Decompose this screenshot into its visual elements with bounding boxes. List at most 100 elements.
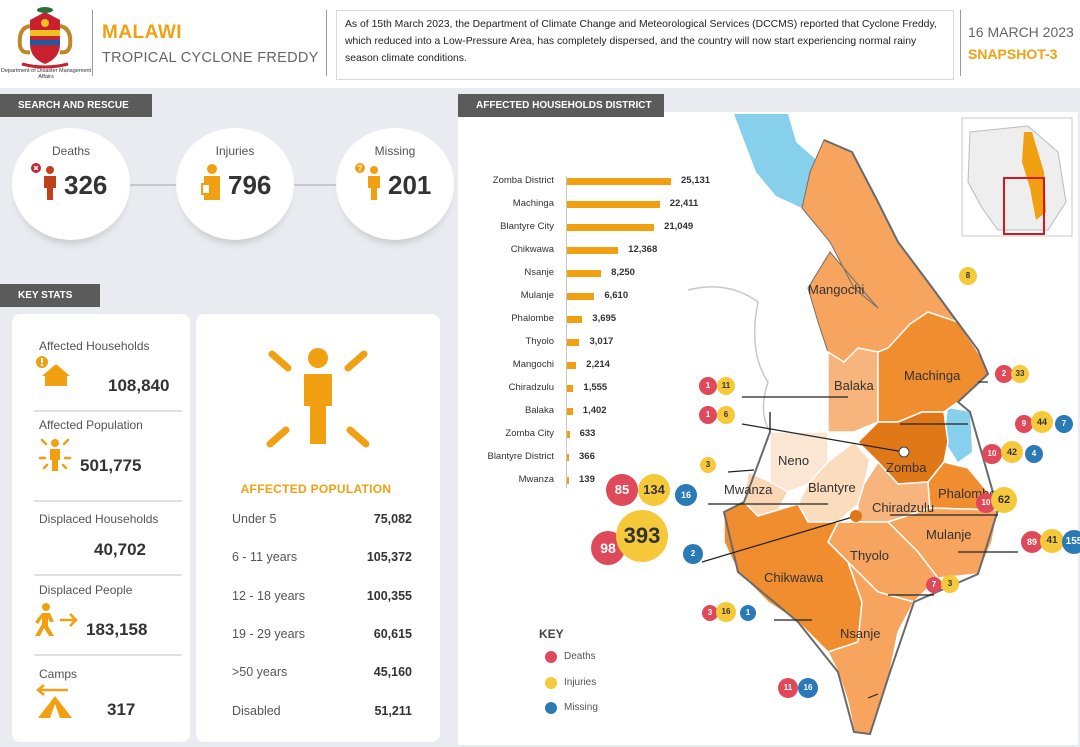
deaths-label: Deaths <box>51 144 91 158</box>
deaths-badge: 2 <box>995 365 1013 383</box>
bar-category-label: Mangochi <box>452 359 554 373</box>
missing-label: Missing <box>374 144 416 158</box>
search-rescue-tag: SEARCH AND RESCUE <box>0 94 152 117</box>
bar-value-label: 3,017 <box>589 336 614 347</box>
page-subtitle: TROPICAL CYCLONE FREDDY <box>102 50 319 66</box>
age-value: 51,211 <box>374 704 412 718</box>
deaths-badge: 1 <box>699 377 717 395</box>
injuries-label: Injuries <box>215 144 255 158</box>
bar <box>567 270 602 277</box>
bar <box>567 224 655 231</box>
deaths-circle: Deaths 326 <box>12 128 130 240</box>
bar-value-label: 1,402 <box>582 405 607 416</box>
injuries-count: 796 <box>228 170 272 200</box>
missing-badge: 16 <box>675 484 697 506</box>
bar-category-label: Mulanje <box>452 290 554 304</box>
blantyre-city-marker <box>850 510 862 522</box>
deaths-badge: 3 <box>702 605 718 621</box>
affected-households-district-tag: AFFECTED HOUSEHOLDS DISTRICT <box>458 94 664 117</box>
injuries-badge: 42 <box>1001 441 1023 463</box>
injuries-badge: 11 <box>717 377 735 395</box>
missing-circle: Missing ? 201 <box>336 128 454 240</box>
inset-highlight <box>1003 177 1045 235</box>
key-deaths-label: Deaths <box>564 651 596 662</box>
header-divider <box>92 10 93 76</box>
injuries-badge: 44 <box>1031 411 1053 433</box>
missing-dot-icon <box>545 702 557 714</box>
bar-category-label: Phalombe <box>452 313 554 327</box>
deaths-badge: 9 <box>1015 415 1033 433</box>
bar-value-label: 12,368 <box>628 244 658 255</box>
deaths-badge: 10 <box>982 444 1002 464</box>
svg-text:?: ? <box>358 164 363 173</box>
bar-value-label: 22,411 <box>669 198 699 209</box>
malawi-map <box>687 114 1073 736</box>
district-label-chikwawa: Chikwawa <box>764 570 824 585</box>
missing-badge: 4 <box>1025 445 1043 463</box>
age-row: >50 years 45,160 <box>232 665 412 685</box>
divider <box>34 574 182 576</box>
category-text: Blantyre City <box>500 221 554 232</box>
age-value: 45,160 <box>373 665 412 679</box>
injuries-badge: 62 <box>991 487 1017 513</box>
age-row: Disabled 51,211 <box>232 704 412 724</box>
deaths-count: 326 <box>64 170 108 200</box>
missing-badge: 2 <box>683 544 703 564</box>
bar-value-label: 3,695 <box>592 313 617 324</box>
affected-households-label: Affected Households <box>39 339 150 353</box>
injuries-badge: 6 <box>717 406 735 424</box>
injured-person-icon <box>201 164 220 200</box>
district-label-blantyre: Blantyre <box>808 480 856 495</box>
age-row: 6 - 11 years 105,372 <box>232 550 412 570</box>
displaced-people-label: Displaced People <box>39 583 133 597</box>
displaced-households-value: 40,702 <box>94 540 146 559</box>
injuries-badge: 16 <box>716 602 736 622</box>
bar-value-label: 366 <box>579 451 595 462</box>
age-value: 100,355 <box>366 589 412 603</box>
bar-category-label: Zomba City <box>452 428 554 442</box>
camps-value: 317 <box>107 700 136 719</box>
age-label: 12 - 18 years <box>232 589 305 603</box>
bar <box>567 178 671 185</box>
bar-value-label: 8,250 <box>611 267 635 278</box>
camps-label: Camps <box>39 667 78 681</box>
age-row: 19 - 29 years 60,615 <box>232 627 412 647</box>
district-label-mulanje: Mulanje <box>926 527 972 542</box>
header-divider <box>960 10 961 76</box>
bar-value-label: 21,049 <box>664 221 694 232</box>
bar <box>567 454 569 461</box>
population-person-icon <box>266 348 370 448</box>
age-label: 19 - 29 years <box>232 627 305 641</box>
age-value: 75,082 <box>373 512 412 526</box>
age-row: Under 5 75,082 <box>232 512 412 532</box>
bar <box>567 385 574 392</box>
deaths-badge: 89 <box>1021 531 1043 553</box>
lake-chilwa <box>944 408 972 462</box>
district-label-balaka: Balaka <box>834 378 874 393</box>
bar-value-label: 633 <box>579 428 596 439</box>
injuries-badge: 41 <box>1040 529 1064 553</box>
key-stats-panel: Affected Households 108,840 Affected Pop… <box>12 314 190 742</box>
category-text: Mangochi <box>512 359 554 370</box>
affected-population-value: 501,775 <box>80 456 142 475</box>
category-text: Blantyre District <box>487 451 554 462</box>
age-label: 6 - 11 years <box>232 550 298 564</box>
bar-category-label: Balaka <box>452 405 554 419</box>
deaths-badge: 85 <box>606 474 638 506</box>
bar <box>567 339 580 346</box>
bar-category-label: Zomba District <box>452 175 554 189</box>
displaced-people-value: 183,158 <box>86 620 148 639</box>
bar-category-label: Chiradzulu <box>452 382 554 396</box>
bar <box>567 293 595 300</box>
divider <box>34 410 182 412</box>
district-label-machinga: Machinga <box>904 368 961 383</box>
zomba-city-marker <box>898 446 910 458</box>
key-injuries-label: Injuries <box>564 677 597 688</box>
category-text: Nsanje <box>524 267 554 278</box>
bar <box>567 201 660 208</box>
logo-caption: Department of Disaster Management Affair… <box>0 68 92 80</box>
injuries-badge: 134 <box>638 474 670 506</box>
deaths-dot-icon <box>545 651 557 663</box>
bar <box>567 247 619 254</box>
injuries-dot-icon <box>545 677 557 689</box>
